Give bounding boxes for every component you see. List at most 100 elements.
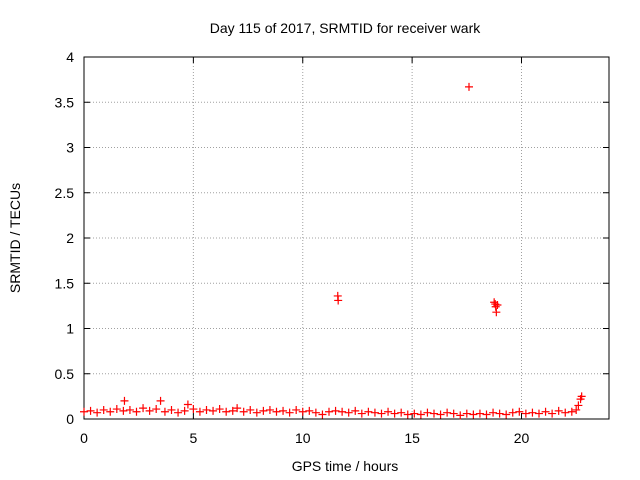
data-point xyxy=(370,408,379,417)
data-point xyxy=(338,407,347,416)
x-axis-label: GPS time / hours xyxy=(292,458,399,474)
data-point xyxy=(491,302,500,311)
data-point xyxy=(93,408,102,417)
data-point xyxy=(541,407,550,416)
data-point xyxy=(410,409,419,418)
data-point xyxy=(377,409,386,418)
data-point xyxy=(80,407,88,416)
data-point xyxy=(430,409,438,418)
data-point xyxy=(489,408,498,417)
data-point xyxy=(561,408,570,417)
grid xyxy=(84,57,609,419)
y-tick-label: 1 xyxy=(66,321,74,337)
data-point xyxy=(364,407,373,416)
data-point xyxy=(152,405,161,414)
y-tick-label: 3.5 xyxy=(55,94,75,110)
data-point xyxy=(259,406,268,415)
data-point xyxy=(239,407,248,416)
y-tick-label: 3 xyxy=(66,140,74,156)
data-point xyxy=(436,410,445,419)
data-point xyxy=(469,410,478,419)
data-point xyxy=(449,409,458,418)
data-point xyxy=(535,409,543,418)
data-point xyxy=(344,408,353,417)
y-tick-label: 0 xyxy=(66,411,74,427)
data-point xyxy=(246,405,255,414)
data-point xyxy=(574,401,583,410)
data-point xyxy=(311,408,320,417)
data-point xyxy=(492,308,501,317)
data-point xyxy=(272,407,281,416)
data-point xyxy=(228,406,237,415)
data-point xyxy=(403,410,412,419)
data-point xyxy=(252,408,261,417)
y-tick-label: 0.5 xyxy=(55,366,75,382)
data-point xyxy=(279,406,288,415)
data-point xyxy=(572,405,581,414)
y-axis-label: SRMTID / TECUs xyxy=(7,183,23,293)
x-tick-label: 5 xyxy=(189,430,197,446)
data-point xyxy=(554,406,563,415)
x-tick-label: 15 xyxy=(404,430,420,446)
y-tick-label: 4 xyxy=(66,49,74,65)
data-point xyxy=(357,409,366,418)
data-point xyxy=(305,406,314,415)
x-tick-label: 20 xyxy=(514,430,530,446)
data-point xyxy=(384,407,393,416)
data-point xyxy=(195,407,204,416)
data-point xyxy=(443,408,452,417)
data-point xyxy=(145,406,154,415)
data-point xyxy=(183,400,192,409)
data-point xyxy=(397,408,406,417)
data-point xyxy=(99,405,108,414)
data-point xyxy=(233,404,242,413)
chart-title: Day 115 of 2017, SRMTID for receiver war… xyxy=(210,20,482,36)
data-point xyxy=(160,407,169,416)
data-point xyxy=(495,409,504,418)
data-point xyxy=(222,407,231,416)
data-point xyxy=(106,407,115,416)
data-point xyxy=(493,300,502,309)
axis-ticks: 0 5 10 15 20 0 0.5 1 1.5 2 2.5 3 3.5 4 xyxy=(55,49,609,446)
data-point xyxy=(334,296,343,305)
data-point xyxy=(292,405,301,414)
data-point xyxy=(139,404,148,413)
data-point xyxy=(521,409,530,418)
data-point xyxy=(515,407,524,416)
data-point xyxy=(351,406,360,415)
data-point xyxy=(167,405,176,414)
data-point xyxy=(475,409,484,418)
data-point xyxy=(528,408,537,417)
y-tick-label: 1.5 xyxy=(55,275,75,291)
data-point xyxy=(577,392,586,401)
data-point xyxy=(112,405,121,414)
data-point xyxy=(423,408,432,417)
series-srmtid xyxy=(80,82,586,420)
data-point xyxy=(285,408,294,417)
data-point xyxy=(456,411,465,420)
x-tick-label: 10 xyxy=(295,430,311,446)
data-point xyxy=(325,407,333,416)
data-point xyxy=(132,407,141,416)
x-tick-label: 0 xyxy=(80,430,88,446)
data-point xyxy=(120,396,129,405)
data-point xyxy=(465,82,473,91)
data-point xyxy=(215,405,224,414)
data-point xyxy=(125,405,134,414)
data-point xyxy=(119,406,128,415)
data-point xyxy=(209,406,218,415)
data-point xyxy=(508,408,517,417)
data-point xyxy=(548,409,557,418)
data-point xyxy=(156,396,165,405)
y-tick-label: 2 xyxy=(66,230,74,246)
data-point xyxy=(482,410,491,419)
data-point xyxy=(331,406,340,415)
data-point xyxy=(318,410,327,419)
data-point xyxy=(502,410,511,419)
data-point xyxy=(298,407,307,416)
data-point xyxy=(462,409,471,418)
data-point xyxy=(265,405,274,414)
data-point xyxy=(390,409,399,418)
